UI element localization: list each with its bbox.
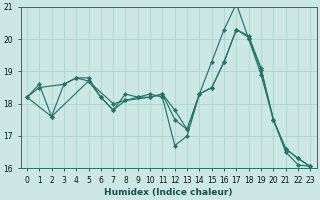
X-axis label: Humidex (Indice chaleur): Humidex (Indice chaleur) xyxy=(104,188,233,197)
